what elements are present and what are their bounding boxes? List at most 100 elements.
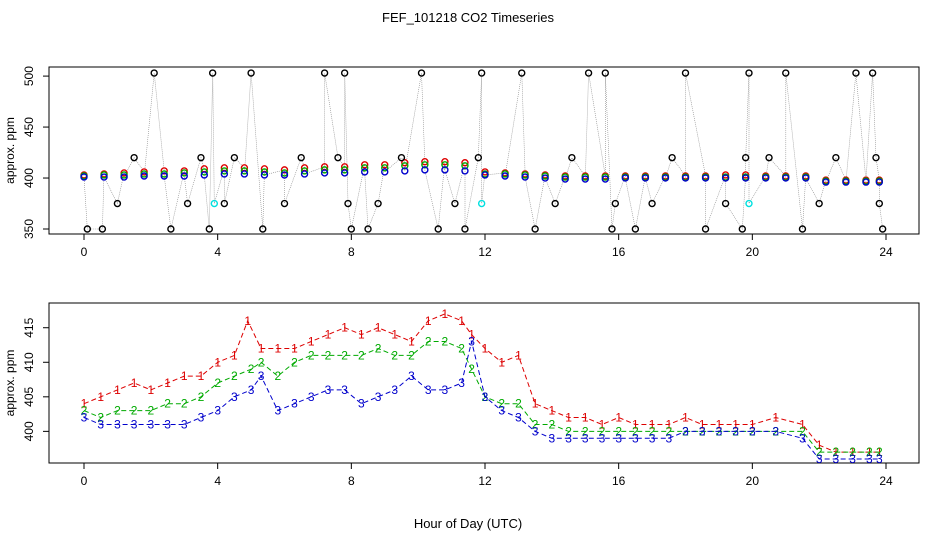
- data-point-label: 3: [548, 431, 555, 445]
- y-tick-label: 400: [22, 168, 36, 188]
- data-point-label: 3: [799, 431, 806, 445]
- data-point: [461, 159, 469, 167]
- data-point: [477, 69, 486, 77]
- data-point: [340, 169, 349, 177]
- data-point: [741, 153, 750, 162]
- data-point-label: 2: [258, 355, 265, 369]
- data-point: [477, 199, 486, 208]
- data-point: [334, 153, 342, 162]
- data-point-label: 1: [799, 417, 806, 431]
- data-point: [401, 162, 409, 170]
- data-point: [842, 178, 850, 186]
- data-point-label: 1: [732, 417, 739, 431]
- data-point: [113, 199, 122, 208]
- data-point-label: 2: [565, 424, 572, 438]
- data-point: [721, 174, 730, 182]
- data-point-label: 2: [325, 348, 332, 362]
- data-point-label: 3: [532, 424, 539, 438]
- data-point-label: 1: [131, 376, 138, 390]
- data-point: [300, 170, 309, 178]
- data-point: [361, 161, 369, 169]
- data-point-label: 3: [649, 431, 656, 445]
- data-point-label: 2: [341, 348, 348, 362]
- y-tick-label: 500: [22, 66, 36, 86]
- data-point: [481, 171, 489, 179]
- data-point-label: 1: [876, 445, 883, 459]
- data-point: [417, 69, 426, 77]
- data-point: [381, 164, 389, 172]
- data-point: [205, 225, 214, 233]
- data-point-label: 2: [849, 445, 856, 459]
- data-point: [601, 175, 609, 183]
- data-point-label: 3: [231, 390, 238, 404]
- data-point-label: 1: [482, 341, 489, 355]
- data-point: [601, 69, 609, 77]
- data-point: [868, 69, 877, 77]
- data-point: [745, 69, 753, 77]
- data-point: [200, 168, 209, 176]
- data-point-label: 1: [665, 417, 672, 431]
- data-point-label: 1: [749, 417, 756, 431]
- data-point: [875, 178, 884, 186]
- data-point: [381, 161, 389, 169]
- data-point-label: 2: [458, 341, 465, 355]
- data-point-label: 1: [632, 417, 639, 431]
- data-point: [260, 171, 269, 179]
- data-point: [648, 199, 656, 208]
- data-point: [798, 225, 807, 233]
- x-tick-label: 16: [612, 245, 626, 259]
- data-point-label: 1: [164, 376, 171, 390]
- data-point: [280, 199, 289, 208]
- data-point-label: 2: [532, 417, 539, 431]
- data-point: [374, 199, 382, 208]
- data-point: [180, 172, 188, 180]
- data-point: [230, 153, 239, 162]
- data-point-label: 2: [248, 362, 255, 376]
- data-point-label: 2: [214, 376, 221, 390]
- data-point-label: 3: [131, 417, 138, 431]
- data-point: [451, 199, 459, 208]
- data-point-label: 2: [468, 362, 475, 376]
- data-point-label: 2: [749, 424, 756, 438]
- data-point-label: 1: [231, 348, 238, 362]
- data-point-label: 3: [833, 452, 840, 466]
- data-point-label: 3: [682, 424, 689, 438]
- x-tick-label: 24: [879, 474, 893, 488]
- data-point-label: 2: [291, 355, 298, 369]
- y-tick-label: 405: [22, 386, 36, 406]
- data-point-label: 2: [599, 424, 606, 438]
- data-point-label: 3: [291, 397, 298, 411]
- y-tick-label: 410: [22, 352, 36, 372]
- x-tick-label: 4: [214, 474, 221, 488]
- data-point-label: 2: [97, 411, 104, 425]
- data-point: [661, 174, 670, 182]
- data-point-label: 2: [799, 424, 806, 438]
- data-point: [681, 69, 690, 77]
- data-point: [441, 158, 449, 166]
- data-point-label: 3: [515, 411, 522, 425]
- data-point: [745, 199, 753, 208]
- data-point: [421, 161, 429, 169]
- data-point: [611, 199, 620, 208]
- data-point: [240, 170, 249, 178]
- data-point-label: 3: [632, 431, 639, 445]
- figure-title: FEF_101218 CO2 Timeseries: [382, 10, 554, 25]
- data-point: [260, 168, 269, 176]
- data-point-label: 2: [274, 369, 281, 383]
- data-point: [361, 164, 369, 172]
- data-point-label: 1: [468, 328, 475, 342]
- data-point-label: 3: [565, 431, 572, 445]
- data-point-label: 2: [231, 369, 238, 383]
- data-point-label: 3: [615, 431, 622, 445]
- x-tick-label: 12: [478, 474, 492, 488]
- data-point: [80, 173, 88, 181]
- data-point: [631, 225, 640, 233]
- data-point-label: 1: [599, 417, 606, 431]
- series-flagged: [210, 199, 753, 208]
- data-point: [280, 166, 289, 174]
- data-point-label: 3: [164, 417, 171, 431]
- data-point: [240, 167, 249, 175]
- data-point-label: 1: [408, 335, 415, 349]
